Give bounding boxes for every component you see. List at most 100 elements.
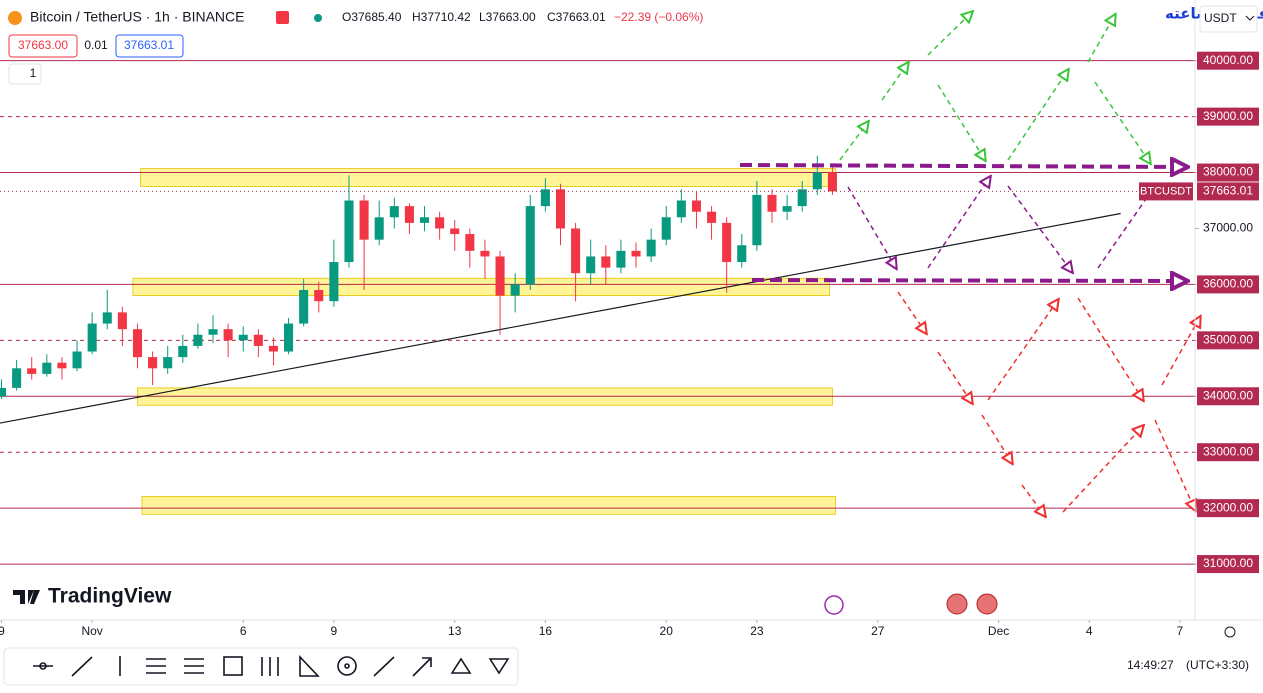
x-tick-label: 9 — [0, 624, 5, 638]
y-tick-label: 37000.00 — [1203, 221, 1253, 235]
y-tick-box — [1197, 387, 1259, 406]
y-tick-box — [1197, 163, 1259, 182]
y-tick-label: 35000.00 — [1203, 333, 1253, 347]
x-tick-label: 6 — [240, 624, 247, 638]
y-tick-label: 31000.00 — [1203, 556, 1253, 570]
bid: 37663.00 — [18, 38, 68, 52]
bid-box[interactable] — [8, 34, 78, 58]
clock: 14:49:27 — [1127, 658, 1174, 672]
candle-body — [827, 172, 837, 192]
candle-body — [812, 172, 822, 190]
y-tick-box — [1197, 499, 1259, 518]
event-icon[interactable] — [824, 595, 844, 615]
candle-body — [329, 262, 339, 302]
candle-body — [42, 362, 52, 374]
ohlc-change: −22.39 (−0.06%) — [614, 10, 703, 24]
candle-body — [359, 200, 369, 240]
x-tick-label: 27 — [871, 624, 885, 638]
candle-body — [661, 217, 671, 240]
plot-area — [0, 60, 1195, 565]
candle-body — [314, 290, 324, 302]
y-tick-label: 36000.00 — [1203, 277, 1253, 291]
y-tick-box — [1197, 51, 1259, 70]
x-tick-label: 7 — [1177, 624, 1184, 638]
spread: 0.01 — [84, 38, 108, 52]
candle-body — [117, 312, 127, 330]
y-tick-label: 34000.00 — [1203, 388, 1253, 402]
x-tick-label: Nov — [81, 624, 102, 638]
candle-body — [419, 217, 430, 223]
candle-body — [631, 250, 641, 257]
candle-body — [450, 228, 460, 235]
candle-body — [72, 351, 82, 369]
y-tick-label: 38000.00 — [1203, 165, 1253, 179]
candle-body — [465, 234, 475, 251]
candle-body — [435, 217, 445, 229]
x-tick-label: 23 — [750, 624, 764, 638]
indicator-toggle[interactable] — [8, 63, 42, 85]
chevron — [1245, 15, 1255, 21]
projection-arrows — [739, 12, 1200, 516]
trendline — [0, 212, 1121, 424]
x-tick-label: 16 — [539, 624, 553, 638]
candle-body — [495, 256, 505, 296]
x-tick-label: 13 — [448, 624, 462, 638]
indicator-count: 1 — [30, 66, 37, 80]
candle-body — [540, 189, 550, 207]
candle-body — [193, 334, 203, 346]
candle-body — [223, 329, 233, 341]
flag-icon — [276, 11, 289, 24]
candle-body — [148, 357, 158, 369]
candle-body — [752, 194, 762, 246]
candle-body — [87, 323, 97, 352]
candle-body — [163, 357, 173, 369]
support-resistance-zone — [141, 495, 836, 515]
candle-body — [782, 206, 792, 212]
y-tick-box — [1197, 555, 1259, 574]
settings-icon[interactable] — [1224, 626, 1236, 638]
candle-body — [132, 329, 143, 358]
support-resistance-zone — [140, 168, 836, 187]
drawing-toolbar — [3, 647, 519, 686]
toolbar-icons[interactable] — [33, 654, 510, 677]
candle-body — [12, 368, 22, 388]
x-tick-label: 20 — [660, 624, 674, 638]
symbol: Bitcoin / TetherUS · 1h · BINANCE — [30, 9, 244, 25]
price-tag — [1197, 182, 1259, 201]
ask-box[interactable] — [115, 34, 184, 58]
ohlc-open: O37685.40 — [342, 10, 402, 24]
x-tick-label: 9 — [331, 624, 338, 638]
candle-body — [586, 256, 596, 274]
y-tick-label: 39000.00 — [1203, 109, 1253, 123]
timezone: (UTC+3:30) — [1186, 658, 1249, 672]
coin-icon — [8, 11, 22, 25]
y-tick-label: 40000.00 — [1203, 53, 1253, 67]
candle-body — [344, 200, 354, 263]
candle-body — [374, 217, 384, 240]
candle-body — [510, 284, 520, 296]
candle-body — [646, 239, 656, 257]
x-tick-label: Dec — [988, 624, 1009, 638]
candle-body — [404, 206, 414, 223]
y-tick-label: 33000.00 — [1203, 444, 1253, 458]
candle-body — [737, 245, 747, 263]
candle-body — [722, 222, 732, 263]
event-flag[interactable] — [976, 593, 998, 615]
y-tick-box — [1197, 275, 1259, 294]
candle-body — [0, 387, 7, 397]
axes: 31000.00 32000.00 33000.00 34000.00 35000.00… — [0, 51, 1259, 638]
event-flag[interactable] — [946, 593, 968, 615]
candle-body — [525, 206, 535, 285]
status-dot — [314, 14, 322, 22]
currency-select[interactable] — [1199, 5, 1258, 33]
y-tick-box — [1197, 443, 1259, 462]
y-tick-box — [1197, 107, 1259, 126]
brand: TradingView — [48, 585, 172, 608]
candle-body — [253, 334, 263, 346]
price-tag-label: 37663.01 — [1203, 184, 1253, 198]
candle-body — [27, 368, 37, 374]
candle-body — [707, 211, 717, 223]
y-tick-box — [1197, 331, 1259, 350]
